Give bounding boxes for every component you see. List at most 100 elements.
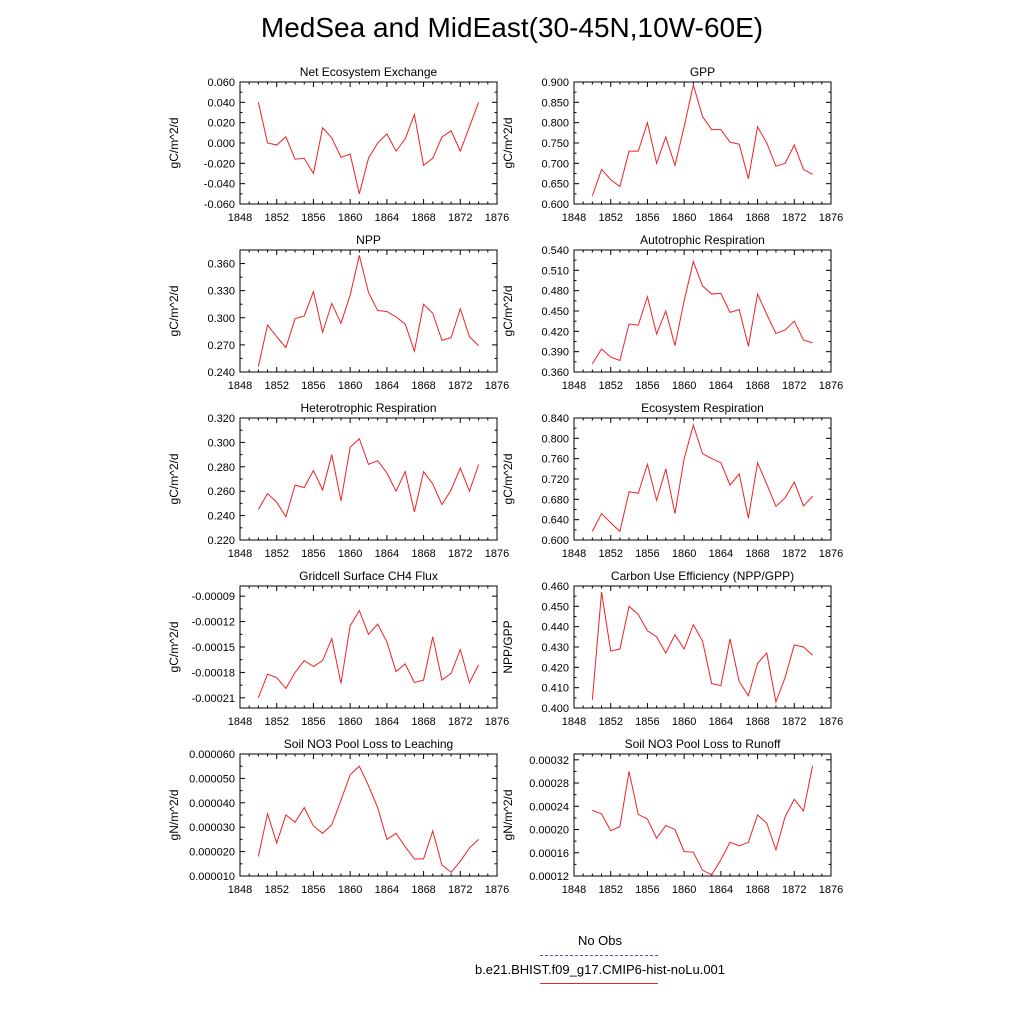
x-tick-label: 1872 <box>448 380 472 392</box>
x-tick-label: 1852 <box>264 716 288 728</box>
plot-frame <box>573 81 832 205</box>
plot-frame <box>573 417 832 541</box>
y-tick-label: 0.390 <box>541 347 569 359</box>
x-tick-label: 1848 <box>562 884 586 896</box>
x-tick-label: 1872 <box>448 716 472 728</box>
y-tick-label: -0.00015 <box>192 642 235 654</box>
y-tick-label: 0.00024 <box>529 801 569 813</box>
x-tick-label: 1852 <box>598 380 622 392</box>
x-tick-label: 1860 <box>338 212 362 224</box>
x-tick-label: 1868 <box>745 548 769 560</box>
y-tick-label: 0.060 <box>207 77 235 89</box>
y-tick-label: 0.00020 <box>529 825 569 837</box>
x-tick-label: 1876 <box>819 212 843 224</box>
chart-panel: Ecosystem Respiration gC/m^2/d 1848 1852 185… <box>501 401 843 560</box>
x-tick-label: 1848 <box>562 548 586 560</box>
y-tick-label: 0.000060 <box>189 749 235 761</box>
x-tick-label: 1856 <box>301 716 325 728</box>
chart-title: Heterotrophic Respiration <box>300 401 436 415</box>
y-tick-label: 0.040 <box>207 97 235 109</box>
series-line <box>257 609 480 699</box>
plot-frame <box>573 249 832 373</box>
y-tick-label: 0.440 <box>541 622 569 634</box>
y-axis-label: gC/m^2/d <box>501 118 515 169</box>
y-tick-label: 0.460 <box>541 581 569 593</box>
y-axis-label: gN/m^2/d <box>167 790 181 841</box>
x-tick-label: 1864 <box>709 884 733 896</box>
y-tick-label: 0.800 <box>541 118 569 130</box>
chart-title: NPP <box>356 233 381 247</box>
chart-panel: Soil NO3 Pool Loss to Leaching gN/m^2/d 18… <box>167 737 509 896</box>
x-tick-label: 1860 <box>672 380 696 392</box>
y-axis-label: gC/m^2/d <box>501 286 515 337</box>
x-tick-label: 1876 <box>819 380 843 392</box>
y-tick-label: 0.330 <box>207 286 235 298</box>
series-line <box>591 592 813 704</box>
x-tick-label: 1872 <box>782 884 806 896</box>
x-tick-label: 1876 <box>819 716 843 728</box>
chart-panel: Heterotrophic Respiration gC/m^2/d 1848 185… <box>167 401 509 560</box>
x-tick-label: 1864 <box>375 380 399 392</box>
y-axis-label: gC/m^2/d <box>167 118 181 169</box>
chart-panel: GPP gC/m^2/d 1848 1852 1856 1860 1864 1868 1872 1… <box>501 65 843 224</box>
y-axis-label: gC/m^2/d <box>167 286 181 337</box>
x-tick-label: 1876 <box>485 548 509 560</box>
chart-panel: Gridcell Surface CH4 Flux gC/m^2/d 1848 185… <box>167 569 509 728</box>
x-tick-label: 1860 <box>338 884 362 896</box>
y-axis-label: NPP/GPP <box>501 620 515 673</box>
plot-frame <box>239 249 498 373</box>
plot-frame <box>573 753 832 877</box>
x-tick-label: 1848 <box>228 884 252 896</box>
y-tick-label: 0.300 <box>207 437 235 449</box>
x-tick-label: 1872 <box>782 716 806 728</box>
x-tick-label: 1852 <box>264 884 288 896</box>
series-line <box>591 259 813 365</box>
legend-line-model <box>540 983 658 984</box>
x-tick-label: 1872 <box>448 212 472 224</box>
y-tick-label: 0.480 <box>541 286 569 298</box>
x-tick-label: 1872 <box>782 212 806 224</box>
chart-panel: NPP gC/m^2/d 1848 1852 1856 1860 1864 1868 1872 1… <box>167 233 509 392</box>
series-line <box>257 102 480 194</box>
legend-line-no-obs <box>540 955 658 956</box>
y-tick-label: 0.240 <box>207 367 235 379</box>
y-tick-label: 0.000050 <box>189 773 235 785</box>
chart-title: Soil NO3 Pool Loss to Runoff <box>625 737 782 751</box>
x-tick-label: 1860 <box>672 716 696 728</box>
series-line <box>257 437 480 519</box>
y-tick-label: 0.420 <box>541 662 569 674</box>
y-tick-label: 0.450 <box>541 601 569 613</box>
chart-title: Autotrophic Respiration <box>640 233 765 247</box>
y-tick-label: 0.840 <box>541 413 569 425</box>
x-tick-label: 1868 <box>745 212 769 224</box>
x-tick-label: 1872 <box>782 380 806 392</box>
chart-title: Net Ecosystem Exchange <box>300 65 438 79</box>
x-tick-label: 1856 <box>635 212 659 224</box>
y-tick-label: -0.060 <box>204 199 235 211</box>
y-tick-label: 0.750 <box>541 138 569 150</box>
plot-frame <box>573 585 832 709</box>
y-tick-label: 0.680 <box>541 494 569 506</box>
y-tick-label: 0.450 <box>541 306 569 318</box>
y-tick-label: 0.850 <box>541 97 569 109</box>
y-tick-label: 0.410 <box>541 683 569 695</box>
x-tick-label: 1868 <box>411 380 435 392</box>
y-tick-label: 0.600 <box>541 199 569 211</box>
y-tick-label: -0.00018 <box>192 667 235 679</box>
x-tick-label: 1852 <box>598 548 622 560</box>
x-tick-label: 1876 <box>485 212 509 224</box>
y-tick-label: 0.300 <box>207 313 235 325</box>
y-tick-label: 0.000010 <box>189 871 235 883</box>
y-tick-label: 0.000030 <box>189 822 235 834</box>
x-tick-label: 1868 <box>411 212 435 224</box>
x-tick-label: 1848 <box>228 716 252 728</box>
y-tick-label: 0.420 <box>541 326 569 338</box>
x-tick-label: 1852 <box>598 884 622 896</box>
chart-title: Carbon Use Efficiency (NPP/GPP) <box>611 569 794 583</box>
y-axis-label: gC/m^2/d <box>501 454 515 505</box>
x-tick-label: 1864 <box>709 212 733 224</box>
x-tick-label: 1856 <box>635 380 659 392</box>
x-tick-label: 1856 <box>301 212 325 224</box>
x-tick-label: 1852 <box>598 716 622 728</box>
